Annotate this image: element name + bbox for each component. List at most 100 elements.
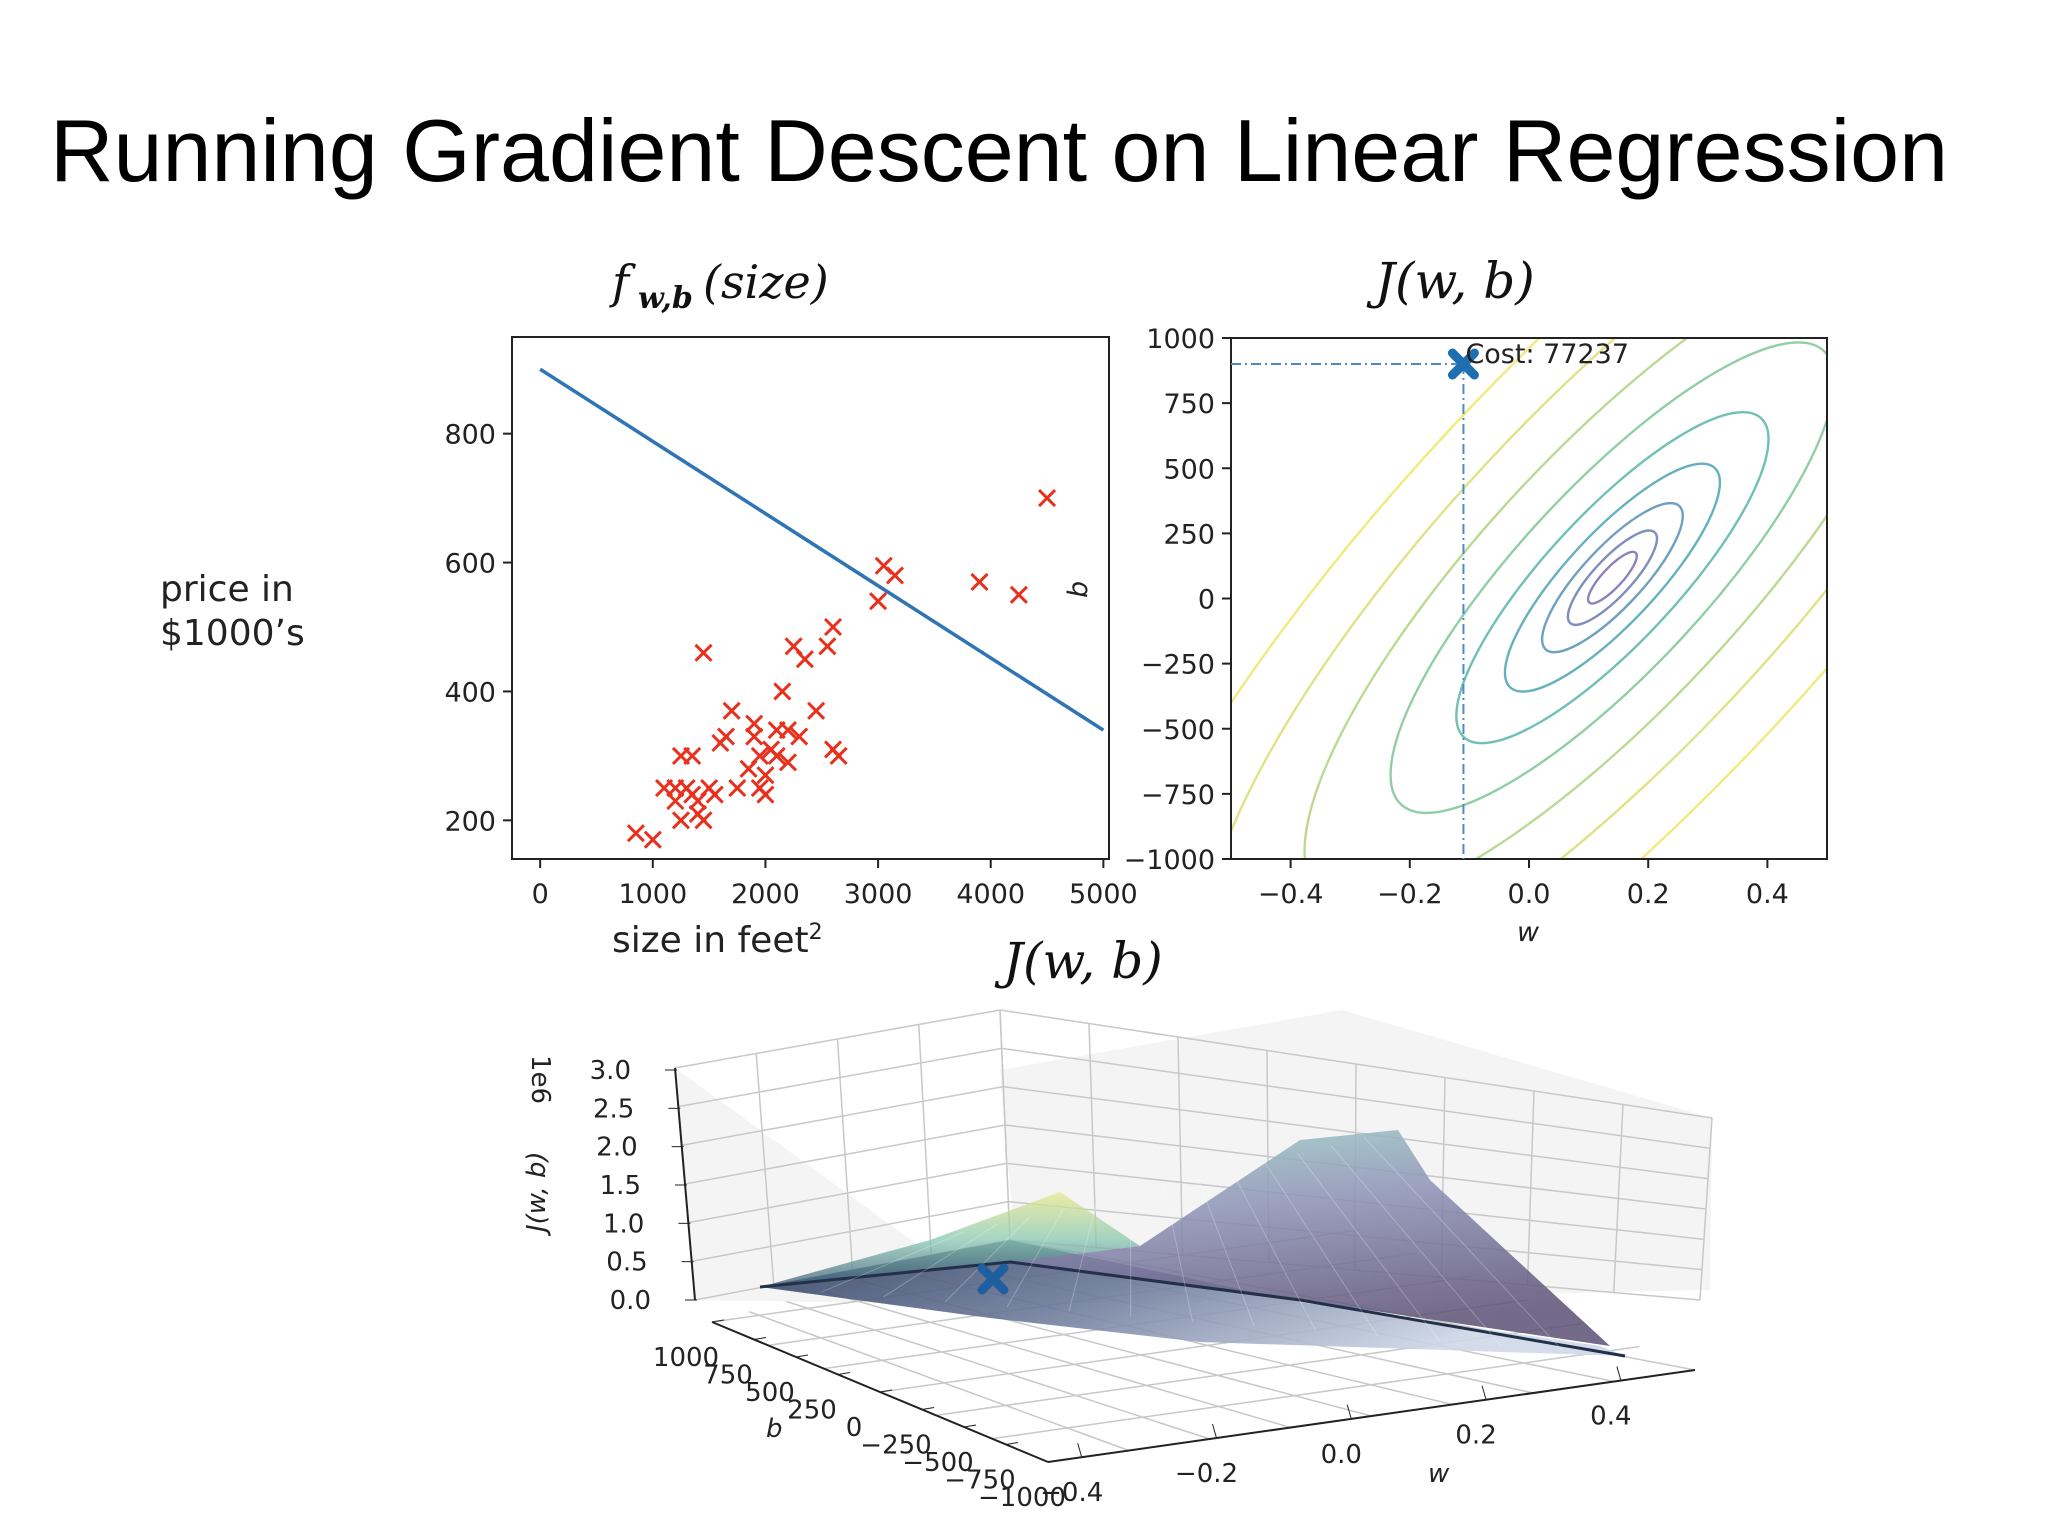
left-pane-horizontal bbox=[684, 1124, 1006, 1185]
data-point-marker bbox=[795, 650, 814, 669]
x-axis-label-superscript: 2 bbox=[808, 920, 823, 945]
contour-x-label: w bbox=[1517, 917, 1540, 948]
contour-x-tick-label: 0.0 bbox=[1508, 879, 1551, 910]
right-pane-horizontal bbox=[999, 1009, 1713, 1119]
scatter-x-tick-label: 2000 bbox=[731, 879, 800, 910]
marker-stroke bbox=[1009, 585, 1028, 604]
b-tick-label: −250 bbox=[860, 1431, 931, 1461]
marker-stroke bbox=[750, 746, 769, 765]
contour-y-tick-label: −750 bbox=[1141, 780, 1215, 811]
floor-gridline bbox=[786, 1300, 1210, 1440]
z-tick-label: 2.0 bbox=[596, 1133, 637, 1163]
fit-line-layer bbox=[539, 367, 1105, 732]
w-tick-mark bbox=[1346, 1404, 1352, 1420]
left-pane-horizontal bbox=[681, 1085, 1004, 1147]
marker-stroke bbox=[728, 779, 747, 798]
mesh-line bbox=[1364, 1137, 1564, 1352]
cost-contour-chart: J(w, b) −0.4 −0.2 0.0 0.2 0.410007505002500−… bbox=[1063, 252, 1828, 948]
data-point-marker bbox=[745, 714, 764, 733]
data-point-marker bbox=[970, 572, 989, 591]
data-point-marker bbox=[823, 617, 843, 637]
left-pane-horizontal bbox=[678, 1047, 1002, 1108]
marker-stroke bbox=[885, 566, 905, 585]
data-point-marker bbox=[756, 785, 775, 804]
mesh-line bbox=[1068, 1200, 1098, 1312]
b-tick-mark bbox=[1005, 1442, 1019, 1445]
title-argument: (size) bbox=[703, 255, 829, 309]
data-point-marker bbox=[683, 746, 702, 765]
x-axis-label: size in feet2 bbox=[612, 920, 823, 961]
data-point-marker bbox=[750, 746, 769, 765]
contour-y-tick-label: 750 bbox=[1163, 389, 1215, 420]
scatter-y-tick-label: 600 bbox=[444, 549, 496, 580]
marker-stroke bbox=[745, 727, 764, 746]
data-point-marker bbox=[1009, 585, 1028, 604]
y-axis-label-line1: price in bbox=[160, 569, 294, 610]
data-point-marker bbox=[778, 721, 798, 740]
b-tick-label: −500 bbox=[902, 1448, 973, 1478]
current-point-stroke bbox=[1447, 348, 1479, 380]
contour-ring bbox=[1586, 550, 1638, 605]
y-axis-label: price in $1000’s bbox=[160, 568, 305, 656]
floor-gridline bbox=[823, 1290, 1291, 1429]
y-axis-label-line2: $1000’s bbox=[160, 613, 305, 654]
marker-stroke bbox=[869, 592, 888, 611]
b-tick-label: 750 bbox=[703, 1361, 753, 1391]
contour-ring bbox=[1231, 338, 1827, 859]
marker-stroke bbox=[745, 714, 764, 733]
scatter-chart-title: f w,b (size) bbox=[609, 255, 829, 316]
b-tick-mark bbox=[1047, 1459, 1061, 1463]
scatter-x-tick-label: 5000 bbox=[1069, 879, 1138, 910]
scatter-y-tick-label: 800 bbox=[444, 420, 496, 451]
b-tick-label: 0 bbox=[846, 1413, 863, 1443]
contour-x-tick-label: −0.4 bbox=[1258, 879, 1324, 910]
marker-stroke bbox=[1037, 489, 1057, 508]
marker-stroke bbox=[694, 643, 713, 662]
marker-stroke bbox=[722, 701, 741, 720]
b-tick-mark bbox=[963, 1424, 977, 1428]
contour-y-tick-label: 1000 bbox=[1146, 324, 1215, 355]
contour-ticks: −0.4 −0.2 0.0 0.2 0.4 1000 750 500 250 0 −250 −500 −… bbox=[1124, 324, 1789, 910]
marker-stroke bbox=[767, 746, 786, 765]
marker-stroke bbox=[705, 785, 724, 804]
mesh-line bbox=[1006, 1208, 1065, 1307]
scatter-y-tick-label: 400 bbox=[444, 677, 496, 708]
w-tick-label: 0.2 bbox=[1455, 1421, 1496, 1451]
w-tick-label: −0.2 bbox=[1175, 1459, 1238, 1489]
marker-stroke bbox=[773, 682, 792, 701]
data-point-marker bbox=[643, 830, 662, 849]
scatter-x-tick-label: 4000 bbox=[956, 879, 1025, 910]
marker-stroke bbox=[756, 766, 775, 785]
mesh-line bbox=[1263, 1161, 1379, 1337]
right-pane-horizontal bbox=[1001, 1047, 1711, 1150]
marker-stroke bbox=[778, 753, 798, 772]
contour-lines bbox=[1231, 338, 1827, 859]
data-point-marker bbox=[745, 727, 764, 746]
b-tick-mark bbox=[879, 1389, 893, 1393]
marker-stroke bbox=[694, 811, 713, 830]
w-tick-label: −0.4 bbox=[1040, 1478, 1103, 1508]
marker-stroke bbox=[823, 617, 843, 637]
marker-stroke bbox=[716, 727, 736, 746]
contour-chart-title: J(w, b) bbox=[1366, 252, 1535, 310]
marker-stroke bbox=[829, 746, 848, 765]
title-f: f bbox=[609, 255, 636, 309]
contour-ring bbox=[1566, 529, 1659, 627]
w-tick-mark bbox=[1212, 1423, 1217, 1439]
contour-y-tick-label: 500 bbox=[1163, 454, 1215, 485]
data-point-marker bbox=[626, 824, 645, 843]
cost-surface-chart: J(w, b) 3.02.52.01.51.00.50.010007505002… bbox=[522, 932, 1713, 1513]
b-tick-label: 250 bbox=[787, 1396, 837, 1426]
b-tick-label: 1000 bbox=[653, 1343, 719, 1373]
left-pane-horizontal bbox=[674, 1009, 1001, 1069]
mesh-line bbox=[883, 1223, 998, 1298]
marker-stroke bbox=[643, 830, 662, 849]
cost-surface bbox=[759, 1130, 1626, 1358]
z-tick-label: 0.0 bbox=[610, 1286, 651, 1316]
data-point-marker bbox=[773, 682, 792, 701]
contour-guides: Cost: 77237 bbox=[1231, 339, 1629, 859]
contour-y-tick-label: −250 bbox=[1141, 650, 1215, 681]
data-point-marker bbox=[869, 592, 888, 611]
b-tick-mark bbox=[837, 1372, 851, 1375]
